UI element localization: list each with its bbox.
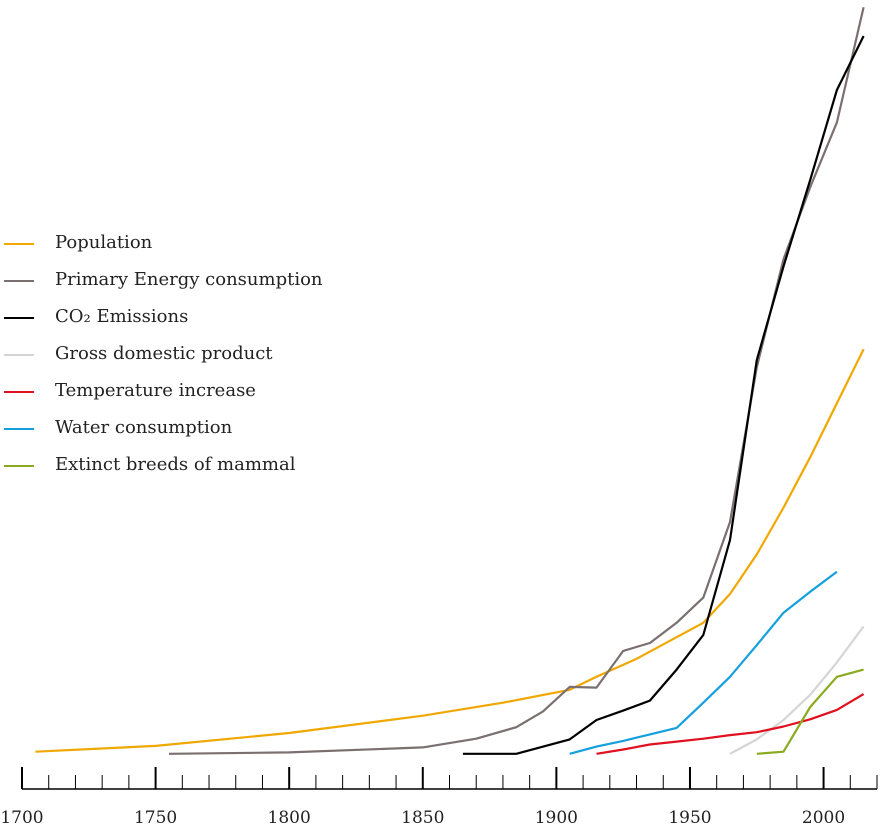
legend-item-extinct-mammals: Extinct breeds of mammal xyxy=(0,448,360,485)
legend-item-co2: CO₂ Emissions xyxy=(0,300,360,337)
x-tick-label: 1700 xyxy=(0,808,43,828)
legend-swatch xyxy=(4,243,34,245)
series-line-2 xyxy=(462,35,865,755)
series-line-3 xyxy=(729,625,865,755)
x-axis: 1700 1750 1800 1850 1900 1950 2000 xyxy=(0,767,878,828)
legend-swatch xyxy=(4,317,34,319)
legend-item-temperature: Temperature increase xyxy=(0,374,360,411)
series-line-0 xyxy=(35,348,865,753)
chart-legend: Population Primary Energy consumption CO… xyxy=(0,226,360,485)
legend-label: Gross domestic product xyxy=(55,343,273,364)
legend-label: Temperature increase xyxy=(55,380,256,401)
legend-item-water: Water consumption xyxy=(0,411,360,448)
series-line-5 xyxy=(569,570,838,755)
x-tick-label: 1900 xyxy=(535,808,578,828)
x-tick-label: 1750 xyxy=(134,808,177,828)
x-tick-label: 1800 xyxy=(268,808,311,828)
legend-swatch xyxy=(4,391,34,393)
x-tick-label: 1950 xyxy=(668,808,711,828)
x-tick-label: 2000 xyxy=(802,808,845,828)
legend-label: CO₂ Emissions xyxy=(55,306,189,327)
legend-label: Population xyxy=(55,232,153,253)
series-line-4 xyxy=(596,693,865,755)
legend-swatch xyxy=(4,428,34,430)
legend-label: Water consumption xyxy=(55,417,233,438)
series-layer xyxy=(35,6,865,755)
legend-item-gdp: Gross domestic product xyxy=(0,337,360,374)
legend-swatch xyxy=(4,465,34,467)
legend-label: Primary Energy consumption xyxy=(55,269,323,290)
legend-label: Extinct breeds of mammal xyxy=(55,454,296,475)
x-tick-label: 1850 xyxy=(401,808,444,828)
legend-swatch xyxy=(4,280,34,282)
legend-item-population: Population xyxy=(0,226,360,263)
legend-item-primary-energy: Primary Energy consumption xyxy=(0,263,360,300)
legend-swatch xyxy=(4,354,34,356)
series-line-1 xyxy=(168,6,865,755)
series-line-6 xyxy=(756,668,864,755)
